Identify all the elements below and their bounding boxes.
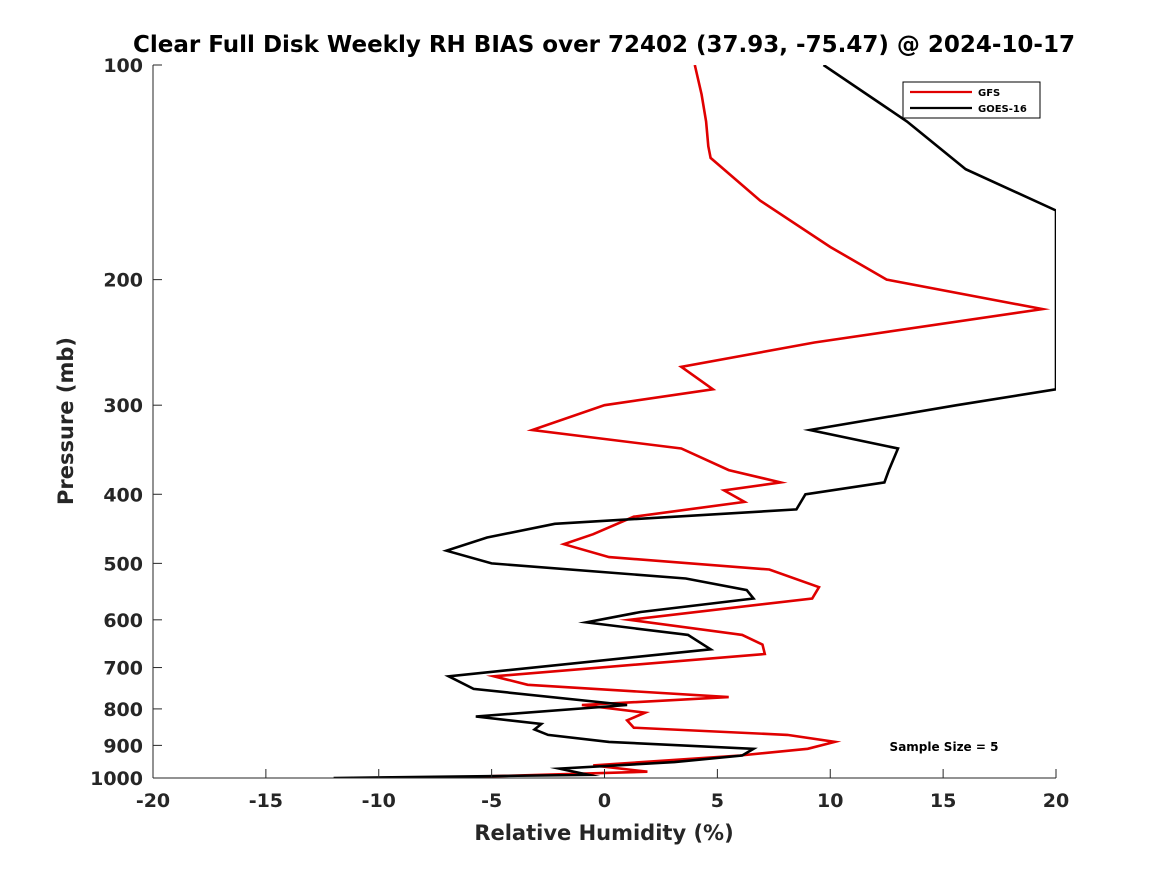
y-tick-label: 800 <box>103 699 143 721</box>
sample-size-annotation: Sample Size = 5 <box>890 740 999 754</box>
chart-title: Clear Full Disk Weekly RH BIAS over 7240… <box>133 32 1075 58</box>
y-tick-label: 600 <box>103 610 143 632</box>
x-tick-label: -15 <box>249 790 283 812</box>
x-tick-label: 20 <box>1043 790 1069 812</box>
legend: GFS GOES-16 <box>902 81 1041 119</box>
y-tick-label: 700 <box>103 658 143 680</box>
series-line-goes16 <box>333 65 1056 778</box>
series-line-gfs <box>430 65 1051 778</box>
legend-label-gfs: GFS <box>978 88 1000 99</box>
y-tick-label: 100 <box>103 55 143 77</box>
x-tick-label: -20 <box>136 790 170 812</box>
y-axis-title: Pressure (mb) <box>54 337 78 505</box>
x-tick-label: 5 <box>711 790 724 812</box>
y-tick-label: 200 <box>103 270 143 292</box>
y-tick-label: 400 <box>103 484 143 506</box>
x-axis-title: Relative Humidity (%) <box>474 821 733 845</box>
x-tick-label: -10 <box>362 790 396 812</box>
y-tick-label: 1000 <box>90 768 143 790</box>
legend-box <box>902 81 1041 119</box>
x-tick-label: 0 <box>598 790 611 812</box>
y-tick-label: 500 <box>103 553 143 575</box>
x-tick-label: 15 <box>930 790 956 812</box>
y-tick-label: 300 <box>103 395 143 417</box>
series-lines <box>333 65 1056 778</box>
x-tick-label: -5 <box>481 790 502 812</box>
x-tick-label: 10 <box>817 790 843 812</box>
y-tick-label: 900 <box>103 735 143 757</box>
legend-label-goes16: GOES-16 <box>978 104 1027 115</box>
axis-ticks: -20 -15 -10 -5 0 5 10 15 20 100 200 300 400 500 600 700… <box>90 55 1069 812</box>
